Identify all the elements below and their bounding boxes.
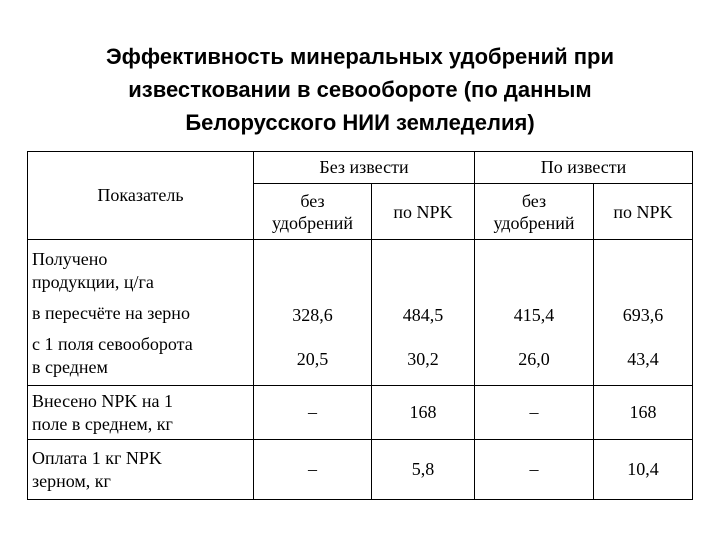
title-line-2: известковании в севообороте (по данным <box>128 77 592 102</box>
avg-value: 26,0 <box>518 349 550 369</box>
yield-label-2: продукции, ц/га <box>32 272 154 292</box>
table-row-npk-payback: Оплата 1 кг NPK зерном, кг – 5,8 – 10,4 <box>27 439 693 500</box>
subheader-npk-2: по NPK <box>593 183 693 240</box>
yield-values-col-4: 693,6 43,4 <box>593 239 693 386</box>
avg-label-1: с 1 поля севооборота <box>32 334 193 354</box>
grain-value: 328,6 <box>292 305 333 325</box>
label-line: поле в среднем, кг <box>32 413 173 434</box>
yield-values-col-1: 328,6 20,5 <box>253 239 372 386</box>
subheader-text: без <box>521 190 547 211</box>
subheader-text: без <box>300 190 325 211</box>
npk-applied-label: Внесено NPK на 1 поле в среднем, кг <box>27 385 254 440</box>
header-group-lime: По извести <box>474 151 693 184</box>
fertilizer-efficiency-table: Показатель Без извести По извести без уд… <box>27 151 693 500</box>
table-row-yield: Получено продукции, ц/га в пересчёте на … <box>27 239 693 386</box>
subheader-no-fert-1: без удобрений <box>253 183 372 240</box>
npk-payback-value: 10,4 <box>593 439 693 500</box>
grain-label: в пересчёте на зерно <box>32 303 190 323</box>
subheader-text: удобрений <box>493 212 575 233</box>
grain-value: 484,5 <box>402 305 444 325</box>
label-line: Оплата 1 кг NPK <box>32 447 162 468</box>
label-line: зерном, кг <box>32 470 111 491</box>
npk-applied-value: 168 <box>593 385 693 440</box>
table-subheader-row: без удобрений по NPK без удобрений по NP… <box>28 183 693 240</box>
grain-value: 693,6 <box>622 305 664 325</box>
table-row-npk-applied: Внесено NPK на 1 поле в среднем, кг – 16… <box>27 385 693 440</box>
yield-label-cell: Получено продукции, ц/га в пересчёте на … <box>27 239 254 386</box>
title-line-3: Белорусского НИИ земледелия) <box>185 110 535 135</box>
header-group-no-lime: Без извести <box>253 151 475 184</box>
yield-values-col-2: 484,5 30,2 <box>371 239 475 386</box>
avg-value: 20,5 <box>296 349 329 369</box>
yield-values-col-3: 415,4 26,0 <box>474 239 594 386</box>
title-line-1: Эффективность минеральных удобрений при <box>106 44 614 69</box>
npk-payback-value: – <box>474 439 594 500</box>
header-indicator: Показатель <box>27 151 254 240</box>
avg-value: 43,4 <box>627 349 659 369</box>
avg-value: 30,2 <box>407 349 439 369</box>
grain-value: 415,4 <box>513 305 555 325</box>
subheader-no-fert-2: без удобрений <box>474 183 594 240</box>
slide-title: Эффективность минеральных удобрений при … <box>40 40 680 139</box>
npk-applied-value: – <box>474 385 594 440</box>
npk-payback-label: Оплата 1 кг NPK зерном, кг <box>27 439 254 500</box>
avg-label-2: в среднем <box>32 357 108 377</box>
subheader-text: удобрений <box>271 212 354 233</box>
label-line: Внесено NPK на 1 <box>32 390 174 411</box>
subheader-npk-1: по NPK <box>371 183 475 240</box>
npk-applied-value: – <box>253 385 372 440</box>
npk-applied-value: 168 <box>371 385 475 440</box>
npk-payback-value: 5,8 <box>371 439 475 500</box>
table-header-row: Показатель Без извести По извести <box>27 151 693 240</box>
yield-label-1: Получено <box>32 249 108 269</box>
npk-payback-value: – <box>253 439 372 500</box>
